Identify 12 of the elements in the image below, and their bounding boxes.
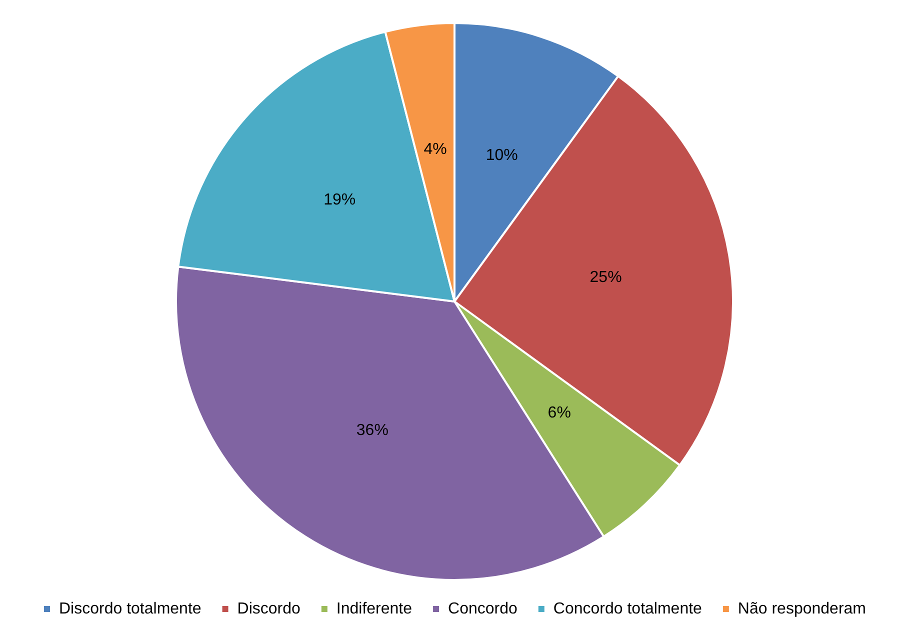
data-label: 4% [424,140,447,158]
legend-label: Discordo [237,600,301,618]
data-label: 19% [324,192,356,209]
data-label: 6% [548,404,571,422]
data-label: 36% [356,422,388,440]
legend-label: Concordo [448,600,518,618]
legend-label: Não responderam [738,600,866,618]
legend-label: Discordo totalmente [58,600,202,618]
legend-label: Concordo totalmente [553,600,702,618]
data-label: 25% [590,268,622,286]
legend-label: Indiferente [336,600,412,618]
data-label: 10% [486,147,518,164]
